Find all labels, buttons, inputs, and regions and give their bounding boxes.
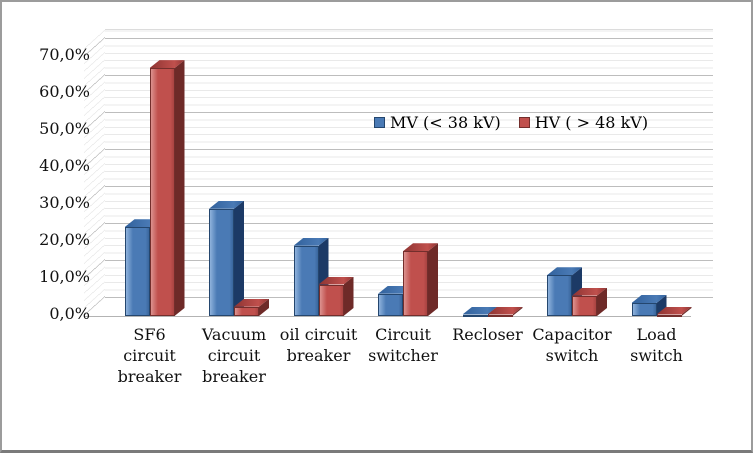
y-tick-label: 40,0% <box>39 156 90 175</box>
bar-front-face <box>656 314 682 317</box>
bar-side-face <box>319 238 329 316</box>
x-category-label: Circuit switcher <box>368 325 438 365</box>
y-tick-label: 10,0% <box>39 267 90 286</box>
legend-swatch-mv <box>374 116 385 128</box>
bar-hv-2 <box>234 307 259 316</box>
bar-front-face <box>547 275 572 316</box>
x-category-label: SF6 circuit breaker <box>117 325 182 386</box>
y-tick-label: 20,0% <box>39 230 90 249</box>
legend: MV (< 38 kV) HV ( > 48 kV) <box>374 111 648 133</box>
bar-side-face <box>513 307 523 317</box>
bar-mv-2 <box>209 209 234 316</box>
bar-side-face <box>657 295 667 316</box>
x-category-label: Vacuum circuit breaker <box>201 325 267 386</box>
bar-side-face <box>682 307 692 317</box>
bar-front-face <box>124 227 150 316</box>
y-tick-label: 50,0% <box>39 119 90 138</box>
bar-top-face <box>319 277 354 285</box>
bar-front-face <box>293 245 319 316</box>
bar-front-face <box>209 208 234 316</box>
bar-top-face <box>657 307 692 315</box>
bar-hv-7 <box>656 314 682 317</box>
legend-swatch-hv <box>518 116 530 128</box>
bar-mv-6 <box>547 275 572 316</box>
bar-hv-1 <box>149 68 175 316</box>
bar-mv-5 <box>462 314 488 317</box>
bar-top-face <box>294 238 329 246</box>
bar-front-face <box>234 306 259 316</box>
bar-mv-1 <box>124 227 150 316</box>
bar-hv-4 <box>403 251 428 316</box>
bar-front-face <box>462 314 488 317</box>
x-category-label: Load switch <box>630 325 683 365</box>
bar-top-face <box>234 299 269 307</box>
bar-mv-4 <box>378 294 403 316</box>
bar-side-face <box>175 60 185 316</box>
bar-front-face <box>149 68 175 316</box>
bar-front-face <box>318 284 344 316</box>
bar-top-face <box>378 286 413 294</box>
bar-top-face <box>403 243 438 251</box>
bar-hv-6 <box>572 296 597 316</box>
bar-side-face <box>259 299 269 316</box>
bar-front-face <box>403 251 428 316</box>
bar-top-face <box>632 295 667 303</box>
bar-top-face <box>572 288 607 296</box>
bar-side-face <box>428 243 438 316</box>
bar-mv-7 <box>631 303 657 316</box>
legend-label-mv: MV (< 38 kV) <box>390 112 501 132</box>
bar-hv-3 <box>318 284 344 316</box>
y-tick-label: 70,0% <box>39 45 90 64</box>
legend-item-mv: MV (< 38 kV) <box>374 113 501 132</box>
bar-front-face <box>572 295 597 316</box>
bar-side-face <box>234 201 244 316</box>
plot-floor-edge <box>84 316 691 317</box>
y-tick-label: 60,0% <box>39 82 90 101</box>
bar-hv-5 <box>487 314 513 317</box>
bar-top-face <box>463 307 498 315</box>
bar-front-face <box>631 303 657 316</box>
x-category-label: Recloser <box>452 325 523 344</box>
bar-top-face <box>209 201 244 209</box>
bar-side-face <box>597 288 607 316</box>
bar-front-face <box>487 314 513 317</box>
legend-item-hv: HV ( > 48 kV) <box>518 112 649 132</box>
bar-side-face <box>344 277 354 316</box>
y-tick-label: 30,0% <box>39 193 90 212</box>
bar-top-face <box>488 307 523 315</box>
bar-top-face <box>150 60 185 68</box>
bar-top-face <box>125 219 160 227</box>
y-tick-label: 0,0% <box>49 304 90 323</box>
bar-mv-3 <box>293 245 319 316</box>
bar-front-face <box>378 293 403 316</box>
x-category-label: Capacitor switch <box>532 325 612 365</box>
legend-label-hv: HV ( > 48 kV) <box>534 112 649 132</box>
x-category-label: oil circuit breaker <box>279 325 358 365</box>
bar-top-face <box>547 267 582 275</box>
